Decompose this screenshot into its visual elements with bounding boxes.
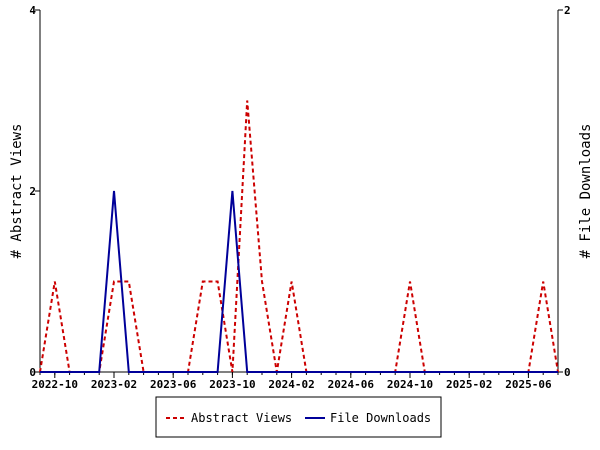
x-tick-label: 2025-02 — [446, 378, 492, 391]
x-tick-label: 2025-06 — [505, 378, 552, 391]
x-axis: 2022-10 2023-02 2023-06 2023-10 2024-02 2024-… — [32, 372, 559, 391]
left-y-axis: 0 2 4 — [29, 4, 40, 379]
x-tick-label: 2024-02 — [268, 378, 314, 391]
right-y-tick-label: 0 — [564, 366, 571, 379]
left-y-tick-label: 2 — [29, 185, 36, 198]
x-tick-label: 2023-02 — [91, 378, 137, 391]
x-tick-label: 2024-10 — [387, 378, 433, 391]
series-layer — [39, 100, 559, 373]
x-tick-label: 2024-06 — [328, 378, 375, 391]
left-y-axis-title: # Abstract Views — [9, 124, 25, 259]
plot-area — [39, 10, 559, 373]
series-line-file-downloads — [40, 190, 558, 373]
legend-label-abstract-views: Abstract Views — [191, 411, 292, 425]
left-y-tick-label: 0 — [29, 366, 36, 379]
right-y-axis-title: # File Downloads — [578, 124, 594, 259]
right-y-tick-label: 2 — [564, 4, 571, 17]
left-y-tick-label: 4 — [29, 4, 36, 17]
right-y-axis: 02 — [558, 4, 571, 379]
x-tick-label: 2023-06 — [150, 378, 197, 391]
x-tick-label: 2022-10 — [32, 378, 78, 391]
legend-box — [155, 396, 442, 438]
x-tick-label: 2023-10 — [209, 378, 255, 391]
legend: Abstract Views File Downloads — [155, 396, 442, 438]
legend-label-file-downloads: File Downloads — [330, 411, 431, 425]
